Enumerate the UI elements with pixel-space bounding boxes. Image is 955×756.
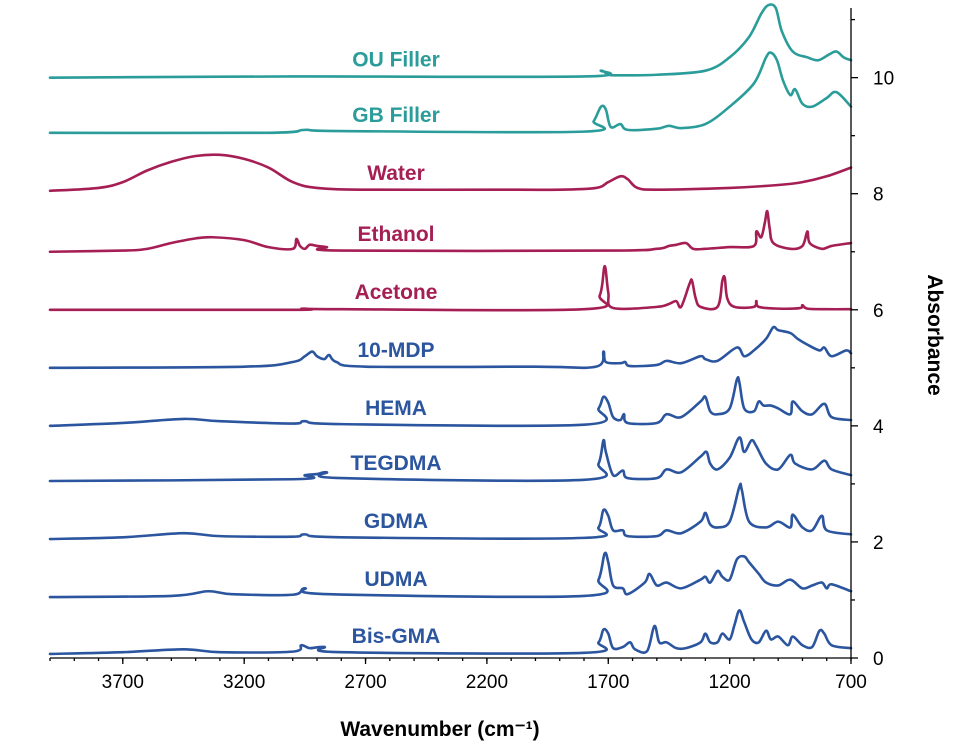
- x-tick-label: 1700: [587, 672, 629, 693]
- series-label-tegdma: TEGDMA: [351, 452, 442, 475]
- series-label-hema: HEMA: [365, 397, 427, 420]
- labels-layer: OU Filler GB Filler Water Ethanol Acetone 10-…: [351, 49, 442, 648]
- series-line-bis-gma: [48, 609, 853, 656]
- x-tick-label: 2200: [466, 672, 508, 693]
- y-tick-label: 8: [873, 185, 884, 206]
- series-line-gdma: [48, 482, 853, 541]
- series-line-tegdma: [48, 436, 853, 483]
- series-line-ethanol: [48, 209, 853, 254]
- x-axis-title: Wavenumber (cm⁻¹): [340, 718, 539, 741]
- y-tick-label: 10: [873, 69, 894, 90]
- x-tick-label: 3700: [102, 672, 144, 693]
- series-label-ou-filler: OU Filler: [352, 49, 440, 72]
- series-line-water: [48, 153, 853, 193]
- x-tick-label: 3200: [223, 672, 265, 693]
- series-label-udma: UDMA: [365, 568, 428, 591]
- y-tick-label: 4: [873, 417, 884, 438]
- series-label-10-mdp: 10-MDP: [357, 339, 434, 362]
- series-line-ou-filler: [48, 3, 853, 79]
- series-line-gb-filler: [48, 51, 853, 135]
- series-label-ethanol: Ethanol: [358, 223, 435, 246]
- series-line-10-mdp: [48, 325, 853, 370]
- x-tick-label: 1200: [708, 672, 750, 693]
- series-label-gb-filler: GB Filler: [352, 104, 440, 127]
- series-line-udma: [48, 551, 853, 599]
- series-label-acetone: Acetone: [355, 281, 438, 304]
- series-line-hema: [48, 375, 853, 428]
- x-tick-label: 2700: [344, 672, 386, 693]
- y-tick-label: 6: [873, 301, 884, 322]
- y-axis-title: Absorbance: [923, 274, 946, 395]
- series-label-water: Water: [367, 162, 425, 185]
- series-label-bis-gma: Bis-GMA: [352, 625, 441, 648]
- series-line-acetone: [48, 264, 853, 312]
- series-label-gdma: GDMA: [364, 510, 428, 533]
- series-layer: [48, 3, 853, 656]
- axes-layer: 3700 3200 2700 2200 1700 1200 700 0 2 4 6 8 10: [49, 8, 894, 693]
- x-tick-label: 700: [835, 672, 867, 693]
- y-tick-label: 2: [873, 533, 884, 554]
- y-tick-label: 0: [873, 649, 884, 670]
